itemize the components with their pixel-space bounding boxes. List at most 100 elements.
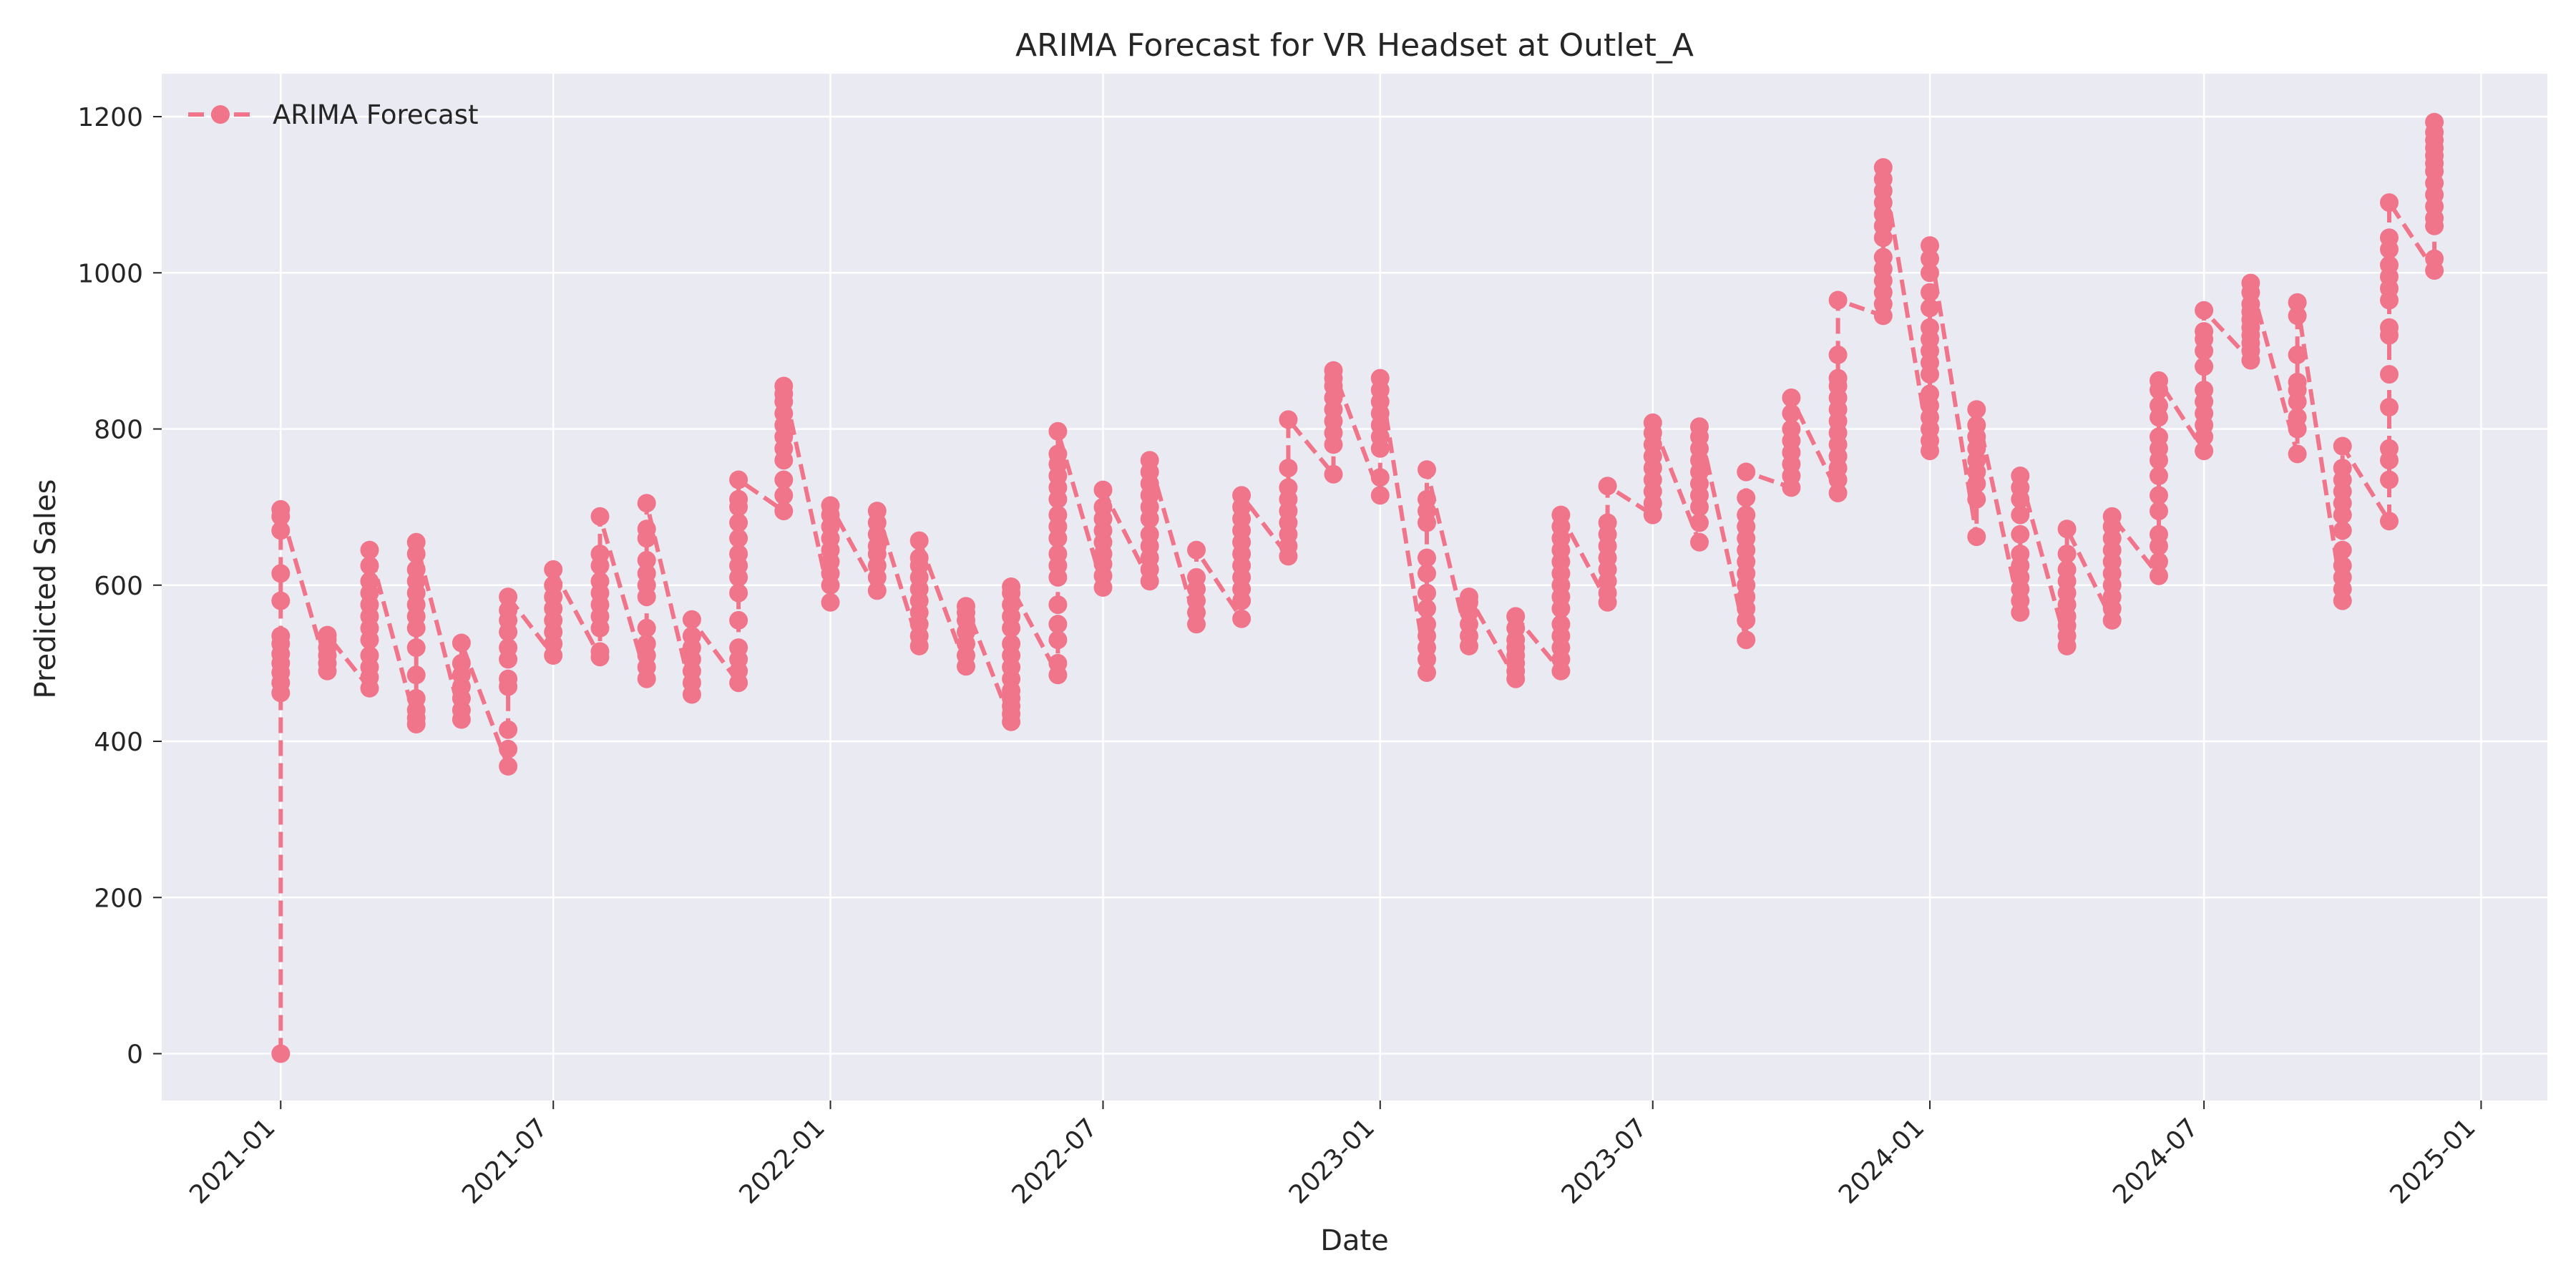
data-point (2057, 545, 2077, 564)
data-point (2380, 228, 2399, 248)
data-point (590, 642, 610, 661)
data-point (1048, 630, 1068, 650)
data-point (1551, 505, 1571, 525)
data-point (2150, 371, 2168, 390)
data-point (2333, 540, 2352, 560)
data-point (637, 550, 656, 570)
data-point (909, 531, 929, 550)
data-point (2288, 373, 2307, 391)
data-point (1460, 587, 1478, 607)
legend-label: ARIMA Forecast (273, 99, 479, 130)
y-tick-label: 400 (94, 728, 143, 757)
data-point (1048, 653, 1068, 673)
data-point (590, 545, 610, 564)
data-point (1967, 489, 1986, 509)
data-point (774, 376, 794, 396)
y-tick-label: 1200 (77, 103, 143, 132)
data-point (729, 610, 748, 630)
data-point (1418, 489, 1436, 509)
data-point (1737, 488, 1756, 507)
data-point (1737, 462, 1756, 482)
data-point (729, 638, 748, 658)
data-point (1967, 400, 1986, 419)
data-point (590, 507, 610, 526)
data-point (821, 496, 840, 515)
data-point (682, 610, 701, 629)
data-point (1418, 599, 1436, 618)
data-point (1551, 615, 1571, 634)
data-point (499, 720, 518, 739)
data-point (2011, 525, 2030, 544)
y-axis-label: Predicted Sales (29, 479, 62, 699)
data-point (2288, 293, 2307, 312)
data-point (2333, 436, 2352, 456)
data-point (1418, 564, 1436, 583)
data-point (1782, 388, 1801, 407)
data-point (2288, 345, 2307, 364)
data-point (1324, 361, 1343, 380)
data-point (499, 638, 518, 658)
data-point (1093, 497, 1113, 517)
x-axis-label: Date (1320, 1224, 1389, 1257)
data-point (360, 540, 379, 560)
data-point (2241, 273, 2260, 293)
data-point (2150, 396, 2168, 415)
data-point (590, 572, 610, 591)
data-point (1690, 532, 1709, 552)
data-point (729, 489, 748, 509)
data-point (1921, 236, 1939, 255)
data-point (360, 572, 379, 591)
data-point (2150, 427, 2168, 447)
data-point (1048, 505, 1068, 525)
data-point (2380, 439, 2399, 458)
data-point (271, 499, 291, 519)
data-point (1418, 460, 1436, 479)
data-point (499, 669, 518, 688)
data-point (729, 529, 748, 548)
data-point (2150, 502, 2168, 521)
data-point (774, 502, 794, 521)
data-point (729, 513, 748, 532)
data-point (452, 633, 471, 653)
data-point (867, 502, 887, 521)
data-point (271, 591, 291, 610)
data-point (2150, 467, 2168, 485)
data-point (2425, 249, 2444, 268)
data-point (2425, 112, 2444, 132)
data-point (1048, 595, 1068, 615)
data-point (452, 653, 471, 673)
data-point (2380, 512, 2399, 531)
data-point (2195, 441, 2214, 461)
data-point (318, 625, 337, 645)
data-point (1643, 413, 1662, 432)
data-point (1048, 421, 1068, 441)
data-point (1690, 417, 1709, 436)
data-point (1598, 513, 1617, 532)
y-tick-label: 200 (94, 884, 143, 913)
data-point (1782, 419, 1801, 439)
y-tick-label: 800 (94, 416, 143, 445)
data-point (1324, 464, 1343, 484)
data-point (1873, 158, 1893, 177)
data-point (957, 597, 975, 616)
data-point (1232, 486, 1252, 505)
data-point (2380, 470, 2399, 489)
data-point (2380, 193, 2399, 213)
data-point (499, 600, 518, 620)
data-point (2057, 560, 2077, 579)
data-point (1921, 263, 1939, 283)
data-point (406, 532, 426, 552)
data-point (1093, 480, 1113, 499)
data-point (271, 564, 291, 583)
data-point (1370, 468, 1390, 487)
legend-marker (211, 105, 230, 124)
data-point (2380, 398, 2399, 416)
data-point (1506, 607, 1526, 626)
data-point (1418, 583, 1436, 602)
data-point (682, 626, 701, 645)
data-point (1002, 577, 1021, 596)
series-layer (271, 112, 2444, 1063)
data-point (1921, 384, 1939, 404)
data-point (2288, 306, 2307, 326)
